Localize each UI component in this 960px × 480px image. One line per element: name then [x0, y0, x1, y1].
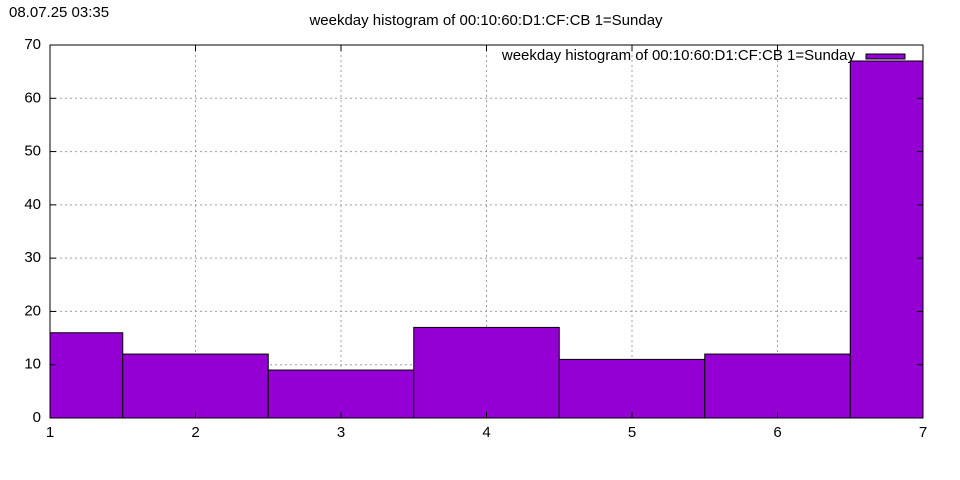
- x-tick-label: 2: [191, 424, 199, 441]
- x-tick-label: 6: [773, 424, 781, 441]
- y-tick-label: 20: [24, 302, 41, 319]
- y-tick-label: 70: [24, 36, 41, 53]
- x-tick-label: 3: [337, 424, 345, 441]
- bar: [558, 358, 706, 418]
- bar: [50, 332, 124, 418]
- x-tick-label: 7: [919, 424, 927, 441]
- y-tick-label: 40: [24, 196, 41, 213]
- plot-frame: [49, 44, 924, 419]
- y-tick-label: 0: [33, 409, 41, 426]
- y-tick-label: 10: [24, 356, 41, 373]
- x-tick-label: 5: [628, 424, 636, 441]
- timestamp: 08.07.25 03:35: [9, 4, 109, 21]
- legend-swatch: [865, 53, 906, 60]
- bar-layer: [50, 60, 923, 418]
- y-tick-label: 50: [24, 143, 41, 160]
- bar: [267, 369, 415, 418]
- x-tick-label: 4: [482, 424, 490, 441]
- bar: [704, 353, 851, 418]
- bar: [413, 326, 560, 418]
- y-tick-label: 60: [24, 89, 41, 106]
- legend-label: weekday histogram of 00:10:60:D1:CF:CB 1…: [501, 47, 856, 64]
- y-tick-label: 30: [24, 249, 41, 266]
- overlay-layer: 0 10 20 30 40 50 60 70 1 2 3 4 5 6 7 weekday histogram …: [24, 36, 927, 441]
- bar: [122, 353, 269, 418]
- chart-title: weekday histogram of 00:10:60:D1:CF:CB 1…: [308, 12, 663, 29]
- x-tick-label: 1: [46, 424, 54, 441]
- bar: [849, 60, 923, 418]
